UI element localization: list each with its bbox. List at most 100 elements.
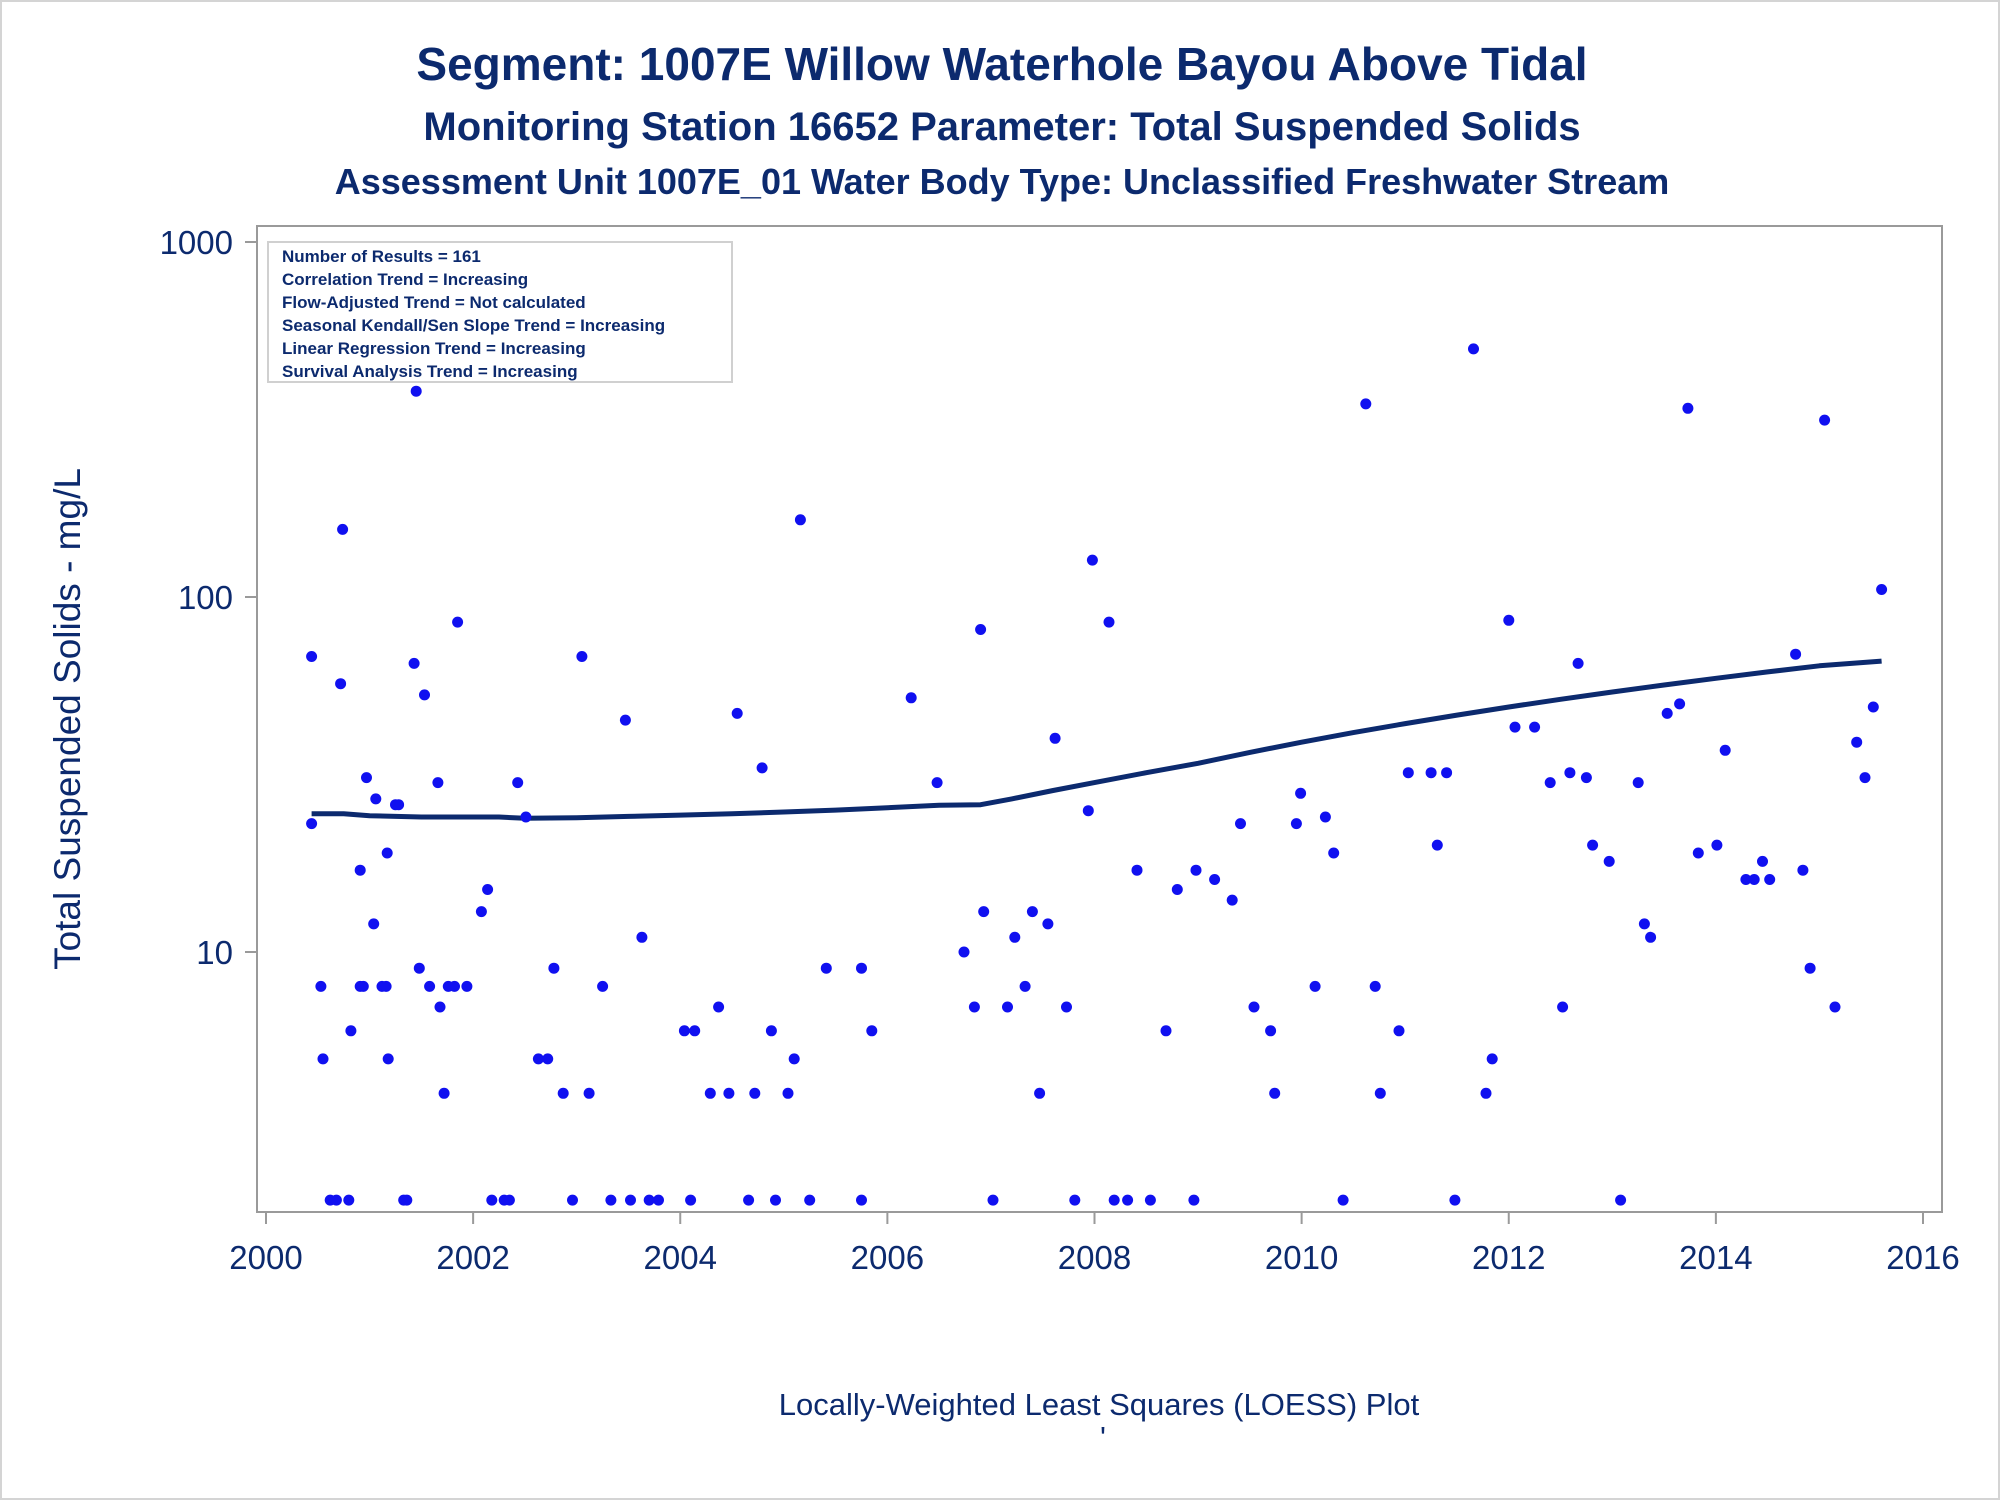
data-point	[1269, 1087, 1281, 1099]
data-point	[1309, 980, 1321, 992]
data-point	[1235, 818, 1246, 830]
data-point	[1449, 1194, 1461, 1206]
data-point	[1587, 839, 1599, 851]
stats-line-correlation: Correlation Trend = Increasing	[282, 270, 528, 289]
data-point	[337, 523, 349, 535]
data-point	[788, 1053, 800, 1065]
caption-mark: '	[1100, 1420, 1106, 1455]
data-point	[368, 918, 380, 930]
data-point	[1615, 1194, 1627, 1206]
x-axis: 2000 2002 2004 2006 2008 2010 2012 2014 2016	[229, 1212, 1960, 1276]
data-point	[1374, 1087, 1386, 1099]
data-point	[1580, 772, 1592, 784]
data-point	[357, 980, 369, 992]
data-point	[1486, 1053, 1498, 1065]
data-point	[1692, 847, 1704, 859]
data-point	[1674, 698, 1686, 710]
data-point	[1082, 805, 1094, 817]
data-point	[461, 980, 473, 992]
data-point	[1638, 918, 1650, 930]
stats-box-frame	[267, 241, 733, 383]
data-point	[583, 1087, 595, 1099]
data-point	[643, 1194, 655, 1206]
x-tick-label: 2004	[644, 1239, 717, 1276]
data-point	[1740, 874, 1752, 885]
data-point	[408, 657, 420, 669]
chart-subtitle: Monitoring Station 16652 Parameter: Tota…	[423, 105, 1580, 149]
data-point	[532, 1053, 544, 1065]
data-point	[1431, 839, 1443, 851]
data-point	[354, 864, 366, 876]
data-point	[512, 777, 524, 789]
data-point	[306, 818, 318, 830]
data-point	[475, 906, 487, 918]
data-point	[968, 1001, 980, 1013]
data-point	[486, 1194, 498, 1206]
data-point	[548, 962, 560, 974]
chart-title: Segment: 1007E Willow Waterhole Bayou Ab…	[416, 38, 1587, 90]
data-point	[503, 1194, 515, 1206]
data-point	[1819, 414, 1831, 426]
data-point	[756, 762, 768, 774]
x-tick-label: 2012	[1472, 1239, 1545, 1276]
stats-line-linear-regression: Linear Regression Trend = Increasing	[282, 339, 586, 358]
data-point	[317, 1053, 329, 1065]
x-tick-label: 2008	[1058, 1239, 1131, 1276]
data-point	[1160, 1025, 1172, 1037]
data-point	[1226, 894, 1238, 906]
data-point	[1748, 874, 1760, 885]
data-point	[1002, 1001, 1013, 1013]
data-point	[1295, 787, 1307, 799]
data-point	[1188, 1194, 1200, 1206]
data-point	[1603, 855, 1615, 867]
data-point	[1468, 343, 1479, 355]
data-point	[361, 772, 372, 784]
loess-layer	[311, 658, 1882, 821]
data-point	[1661, 707, 1673, 719]
plot-frame	[256, 225, 1943, 1213]
data-point	[713, 1001, 725, 1013]
data-point	[723, 1087, 735, 1099]
data-point	[1009, 931, 1021, 943]
data-point	[335, 678, 347, 690]
data-point	[770, 1194, 781, 1206]
data-point	[482, 884, 494, 895]
y-tick-label: 1000	[160, 224, 233, 261]
data-point	[749, 1087, 761, 1099]
data-point	[856, 1194, 867, 1206]
data-point	[765, 1025, 777, 1037]
data-point	[794, 514, 806, 526]
data-point	[1108, 1194, 1120, 1206]
data-point	[1209, 874, 1221, 885]
data-point	[1719, 744, 1731, 756]
x-tick-label: 2016	[1886, 1239, 1959, 1276]
data-point	[1319, 811, 1331, 823]
data-point	[1369, 980, 1381, 992]
data-point	[1829, 1001, 1841, 1013]
data-point	[619, 714, 631, 726]
data-point	[678, 1025, 690, 1037]
loess-trend-line	[311, 658, 1882, 821]
y-axis: 10 100 1000	[160, 224, 257, 971]
chart-subtitle-2: Assessment Unit 1007E_01 Water Body Type…	[335, 161, 1670, 202]
data-point	[1632, 777, 1644, 789]
data-point	[1144, 1194, 1156, 1206]
data-point	[685, 1194, 697, 1206]
data-point	[1851, 736, 1863, 748]
data-point	[1711, 839, 1723, 851]
data-point	[1337, 1194, 1349, 1206]
data-point	[1042, 918, 1054, 930]
stats-line-results: Number of Results = 161	[282, 247, 481, 266]
data-point	[856, 962, 867, 974]
data-point	[1049, 732, 1061, 744]
data-point	[1757, 855, 1768, 867]
data-point	[1804, 962, 1816, 974]
data-point	[625, 1194, 636, 1206]
data-point	[1393, 1025, 1405, 1037]
data-point	[1086, 554, 1098, 566]
data-point	[1529, 721, 1541, 733]
data-point	[370, 793, 382, 805]
data-point	[1248, 1001, 1260, 1013]
x-tick-label: 2014	[1679, 1239, 1752, 1276]
data-point	[557, 1087, 569, 1099]
